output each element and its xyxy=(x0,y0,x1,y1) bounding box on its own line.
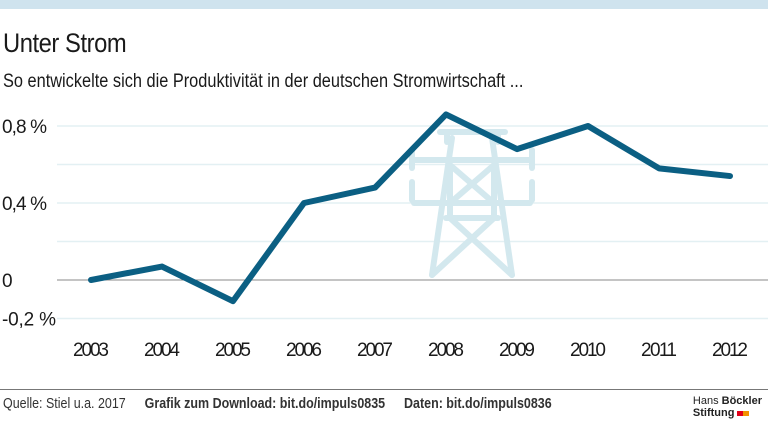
chart-subtitle: So entwickelte sich die Produktivität in… xyxy=(3,71,524,92)
logo-color-bar xyxy=(737,410,750,416)
y-tick-label: 0,4 % xyxy=(2,194,47,215)
top-banner xyxy=(0,0,768,9)
line-chart: 0,8 % 0,4 % 0 -0,2 % 2003 2004 2005 2006 2007 20… xyxy=(2,111,768,361)
download-link[interactable]: Grafik zum Download: bit.do/impuls0835 xyxy=(144,396,386,412)
y-tick-label: -0,2 % xyxy=(2,310,56,331)
x-tick-label: 2007 xyxy=(357,340,393,361)
x-tick-label: 2009 xyxy=(499,340,535,361)
data-link[interactable]: Daten: bit.do/impuls0836 xyxy=(404,396,552,412)
footer: Quelle: Stiel u.a. 2017 Grafik zum Downl… xyxy=(3,396,567,412)
footer-divider xyxy=(0,389,768,390)
x-tick-label: 2010 xyxy=(570,340,606,361)
logo-text-stiftung: Stiftung xyxy=(692,407,735,419)
x-tick-label: 2005 xyxy=(215,340,251,361)
chart-title: Unter Strom xyxy=(3,28,127,58)
power-pylon-icon xyxy=(409,129,535,278)
x-tick-label: 2004 xyxy=(144,340,180,361)
x-tick-label: 2011 xyxy=(641,340,677,361)
series-line-produktivitaet xyxy=(88,111,733,305)
y-tick-label: 0 xyxy=(2,271,13,292)
x-tick-label: 2003 xyxy=(73,340,109,361)
x-tick-label: 2008 xyxy=(428,340,464,361)
hans-boeckler-logo: Hans Böckler Stiftung xyxy=(693,395,762,419)
x-tick-label: 2006 xyxy=(286,340,322,361)
y-tick-label: 0,8 % xyxy=(2,117,47,138)
logo-text-boeckler: Böckler xyxy=(721,395,762,407)
source-text: Quelle: Stiel u.a. 2017 xyxy=(3,396,126,412)
logo-text-hans: Hans xyxy=(692,395,719,407)
x-tick-label: 2012 xyxy=(712,340,748,361)
